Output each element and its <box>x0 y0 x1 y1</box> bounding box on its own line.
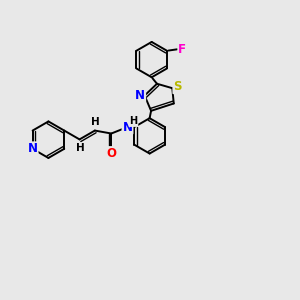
Text: S: S <box>173 80 182 93</box>
Text: O: O <box>106 147 116 160</box>
Text: N: N <box>135 89 145 102</box>
Text: N: N <box>122 121 133 134</box>
Text: H: H <box>92 117 100 127</box>
Text: N: N <box>28 142 38 155</box>
Text: F: F <box>178 43 186 56</box>
Text: H: H <box>76 143 85 153</box>
Text: H: H <box>129 116 137 126</box>
